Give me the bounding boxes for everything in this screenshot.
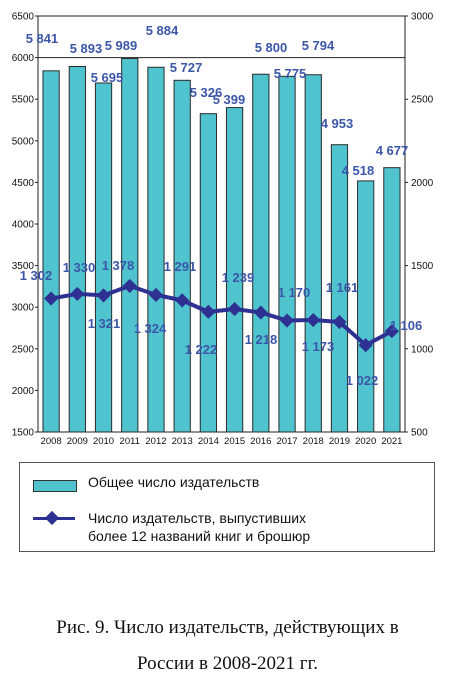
bar (279, 76, 295, 432)
bar-data-label: 5 893 (70, 41, 103, 56)
line-data-label: 1 161 (326, 280, 359, 295)
right-axis-tick-label: 3000 (411, 12, 434, 23)
left-axis-tick-label: 5000 (12, 136, 35, 147)
right-axis-tick-label: 2500 (411, 95, 434, 106)
left-axis-tick-label: 1500 (12, 428, 35, 439)
line-data-label: 1 324 (134, 321, 167, 336)
line-data-label: 1 302 (20, 268, 53, 283)
bar-data-label: 4 953 (321, 116, 354, 131)
right-axis-tick-label: 2000 (411, 178, 434, 189)
caption-line-1: Рис. 9. Число издательств, действующих в (0, 615, 455, 641)
line-data-label: 1 291 (164, 259, 197, 274)
legend-line-swatch (33, 517, 75, 520)
bar-data-label: 5 727 (170, 60, 203, 75)
legend-line-label-2: более 12 названий книг и брошюр (88, 528, 310, 545)
left-axis-tick-label: 4000 (12, 220, 35, 231)
bar (174, 80, 190, 432)
x-tick-label: 2013 (172, 436, 193, 447)
left-axis-tick-label: 2500 (12, 344, 35, 355)
x-tick-label: 2011 (120, 436, 140, 447)
bar (69, 67, 85, 432)
line-data-label: 1 222 (185, 342, 218, 357)
legend: Общее число издательств Число издательст… (19, 462, 435, 552)
left-axis-tick-label: 6500 (12, 12, 35, 23)
x-tick-label: 2017 (276, 436, 297, 447)
x-tick-label: 2008 (41, 436, 62, 447)
bar (253, 74, 269, 432)
x-tick-label: 2014 (198, 436, 219, 447)
line-data-label: 1 378 (102, 258, 135, 273)
bar (122, 59, 138, 432)
bar (43, 71, 59, 432)
line-data-label: 1 106 (390, 318, 423, 333)
legend-bar-swatch (33, 480, 77, 492)
bar-data-label: 5 695 (91, 70, 124, 85)
x-tick-label: 2009 (67, 436, 88, 447)
legend-line-label-1: Число издательств, выпустивших (88, 510, 306, 527)
bar-data-label: 5 399 (213, 92, 246, 107)
chart: 1500200025003000350040004500500055006000… (0, 0, 455, 455)
bar (200, 114, 216, 432)
left-axis-tick-label: 5500 (12, 95, 35, 106)
line-data-label: 1 173 (302, 339, 335, 354)
figure-caption: Рис. 9. Число издательств, действующих в… (0, 615, 455, 677)
bar (358, 181, 374, 432)
x-tick-label: 2016 (250, 436, 271, 447)
bar-data-label: 5 775 (274, 66, 307, 81)
bar-data-label: 4 518 (342, 163, 375, 178)
x-tick-label: 2020 (355, 436, 376, 447)
line-data-label: 1 330 (63, 260, 96, 275)
line-data-label: 1 321 (88, 316, 121, 331)
bar-data-label: 5 884 (146, 23, 179, 38)
left-axis-tick-label: 6000 (12, 53, 35, 64)
line-data-label: 1 022 (346, 373, 379, 388)
x-tick-label: 2015 (224, 436, 245, 447)
line-data-label: 1 239 (222, 270, 255, 285)
right-axis-tick-label: 1500 (411, 261, 434, 272)
legend-bar-label: Общее число издательств (88, 474, 259, 491)
bar-data-label: 4 677 (376, 143, 409, 158)
x-tick-label: 2010 (93, 436, 114, 447)
left-axis-tick-label: 4500 (12, 178, 35, 189)
bar (384, 168, 400, 432)
x-tick-label: 2012 (145, 436, 166, 447)
x-tick-label: 2018 (303, 436, 324, 447)
x-tick-label: 2019 (329, 436, 350, 447)
x-tick-label: 2021 (381, 436, 402, 447)
bar-data-label: 5 989 (105, 38, 138, 53)
left-axis-tick-label: 2000 (12, 386, 35, 397)
legend-marker-icon (45, 511, 59, 525)
line-data-label: 1 170 (278, 285, 311, 300)
bar-data-label: 5 794 (302, 38, 335, 53)
bar-data-label: 5 841 (26, 31, 59, 46)
bar (148, 67, 164, 432)
left-axis-tick-label: 3000 (12, 303, 35, 314)
line-data-label: 1 218 (245, 332, 278, 347)
bar-data-label: 5 800 (255, 40, 288, 55)
bar (305, 75, 321, 432)
right-axis-tick-label: 500 (411, 428, 428, 439)
right-axis-tick-label: 1000 (411, 344, 434, 355)
caption-line-2: России в 2008-2021 гг. (0, 651, 455, 677)
